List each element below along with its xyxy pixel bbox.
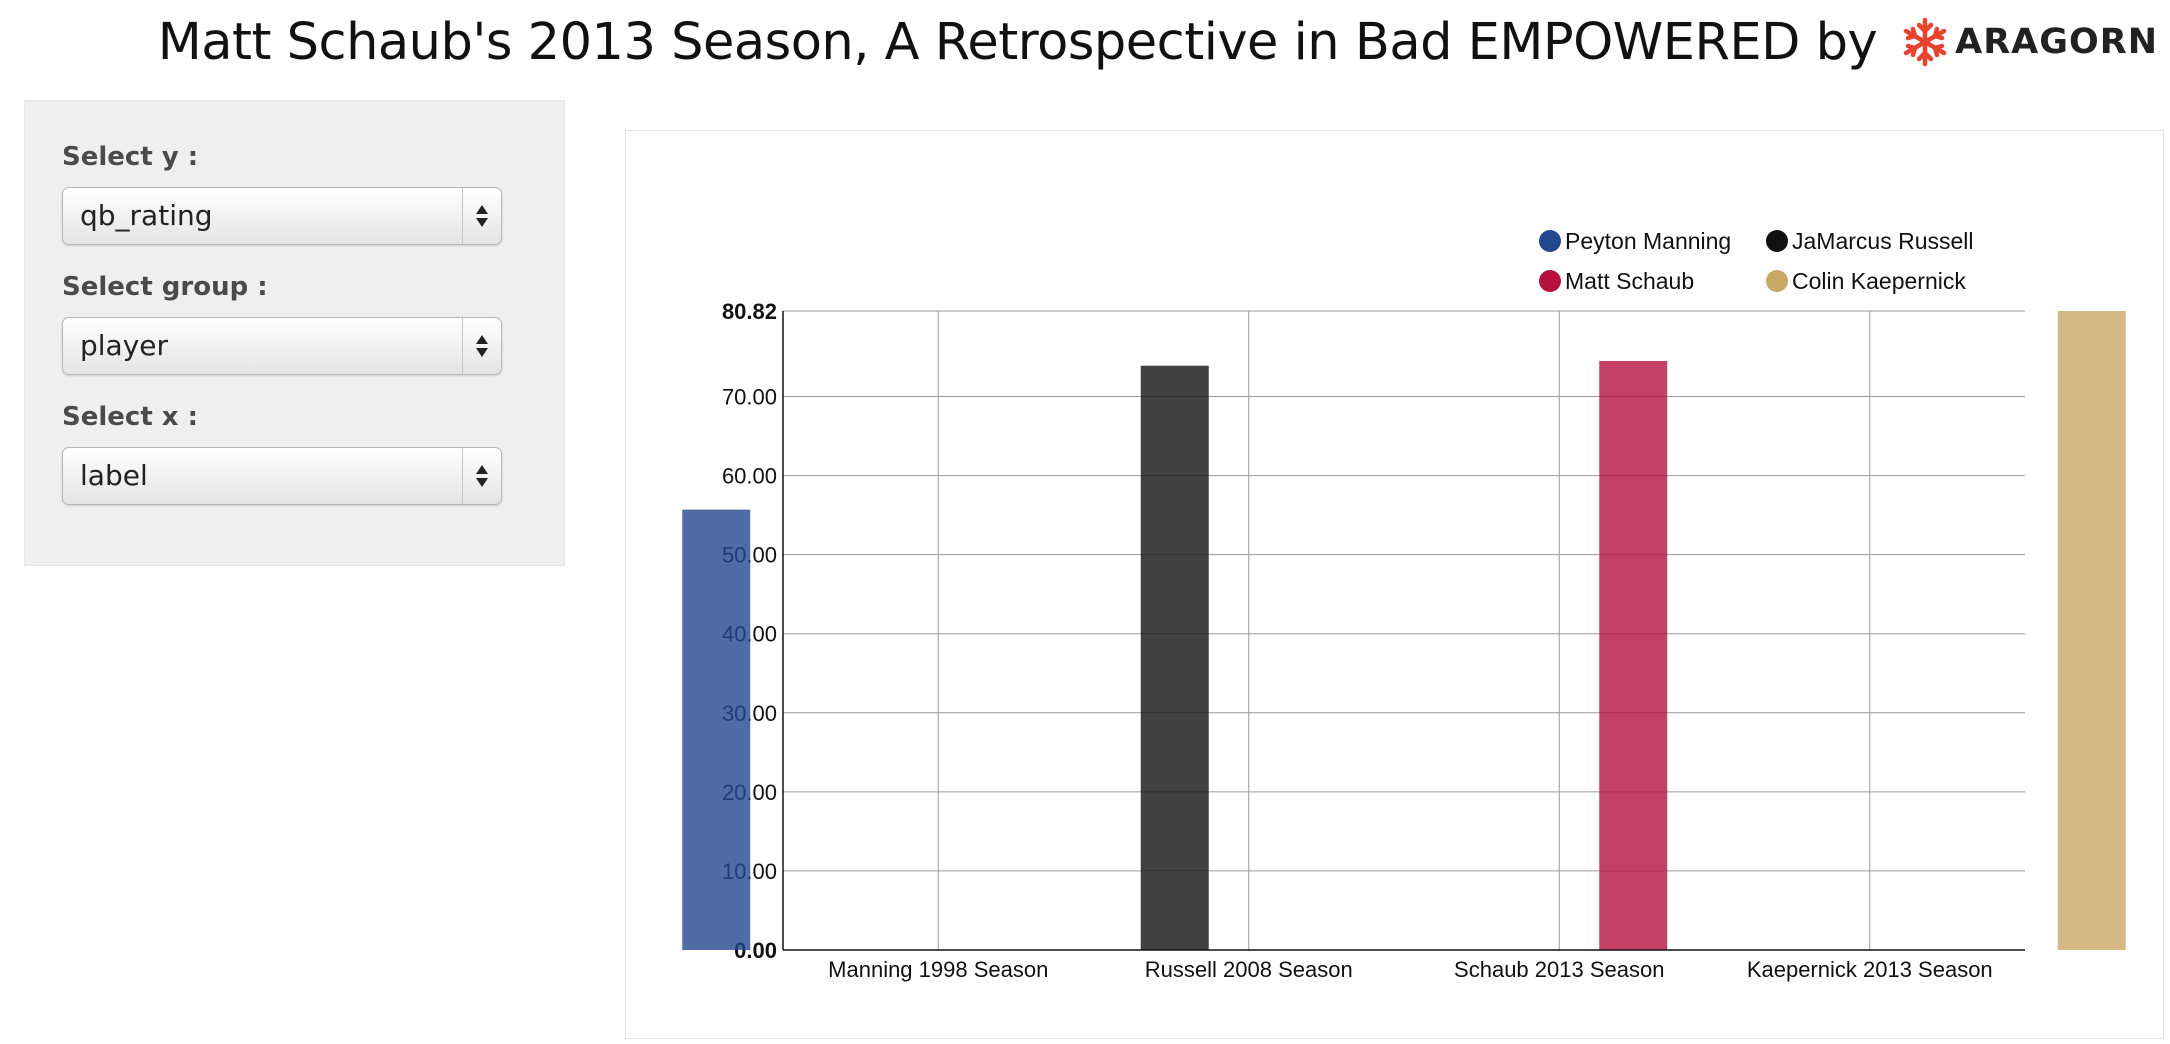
select-x-value: label	[80, 459, 148, 492]
select-y-dropdown[interactable]: qb_rating	[62, 187, 502, 245]
x-tick-label: Manning 1998 Season	[828, 957, 1048, 982]
select-y-label: Select y :	[62, 142, 199, 172]
legend-label: Peyton Manning	[1565, 228, 1731, 254]
bar-colin-kaepernick	[2057, 311, 2126, 950]
select-x-control: Select x : label	[62, 399, 502, 505]
select-y-control: Select y : qb_rating	[62, 139, 502, 245]
select-x-dropdown[interactable]: label	[62, 447, 502, 505]
y-tick-label: 70.00	[722, 385, 777, 410]
y-tick-label: 60.00	[722, 464, 777, 489]
legend-marker	[1766, 270, 1788, 292]
aragorn-logo: ARAGORN	[1899, 16, 2158, 68]
sidebar-controls: Select y : qb_rating Select group : play…	[24, 100, 565, 566]
page-title: Matt Schaub's 2013 Season, A Retrospecti…	[157, 12, 1878, 72]
legend-marker	[1766, 230, 1788, 252]
chart-panel: 0.0010.0020.0030.0040.0050.0060.0070.008…	[625, 130, 2164, 1039]
legend-marker	[1539, 230, 1561, 252]
bar-jamarcus-russell	[1140, 365, 1209, 950]
updown-arrow-icon	[462, 448, 501, 504]
select-x-label: Select x :	[62, 402, 199, 432]
select-group-dropdown[interactable]: player	[62, 317, 502, 375]
updown-arrow-icon	[462, 318, 501, 374]
title-bar: Matt Schaub's 2013 Season, A Retrospecti…	[158, 6, 2158, 78]
bar-chart: 0.0010.0020.0030.0040.0050.0060.0070.008…	[682, 228, 2126, 982]
select-group-control: Select group : player	[62, 269, 502, 375]
legend-label: Colin Kaepernick	[1792, 268, 1966, 294]
logo-wordmark: ARAGORN	[1955, 22, 2158, 62]
legend-marker	[1539, 270, 1561, 292]
bar-peyton-manning	[682, 509, 751, 950]
select-group-value: player	[80, 329, 169, 362]
x-tick-label: Kaepernick 2013 Season	[1747, 957, 1993, 982]
y-tick-label: 80.82	[722, 299, 777, 324]
snowflake-icon	[1903, 17, 1947, 67]
legend-label: JaMarcus Russell	[1792, 228, 1974, 254]
bar-matt-schaub	[1599, 360, 1668, 950]
x-tick-label: Schaub 2013 Season	[1454, 957, 1664, 982]
select-y-value: qb_rating	[80, 199, 213, 232]
select-group-label: Select group :	[62, 272, 268, 302]
updown-arrow-icon	[462, 188, 501, 244]
x-tick-label: Russell 2008 Season	[1145, 957, 1353, 982]
legend-label: Matt Schaub	[1565, 268, 1694, 294]
